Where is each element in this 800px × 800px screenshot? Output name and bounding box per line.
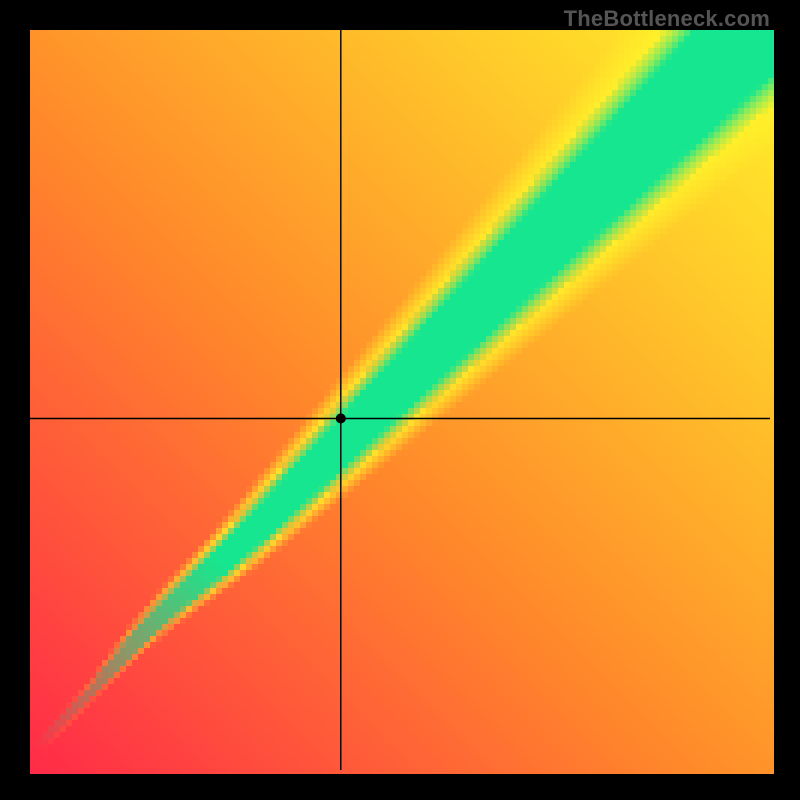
chart-container: TheBottleneck.com <box>0 0 800 800</box>
heatmap-canvas <box>0 0 800 800</box>
watermark-text: TheBottleneck.com <box>564 6 770 32</box>
